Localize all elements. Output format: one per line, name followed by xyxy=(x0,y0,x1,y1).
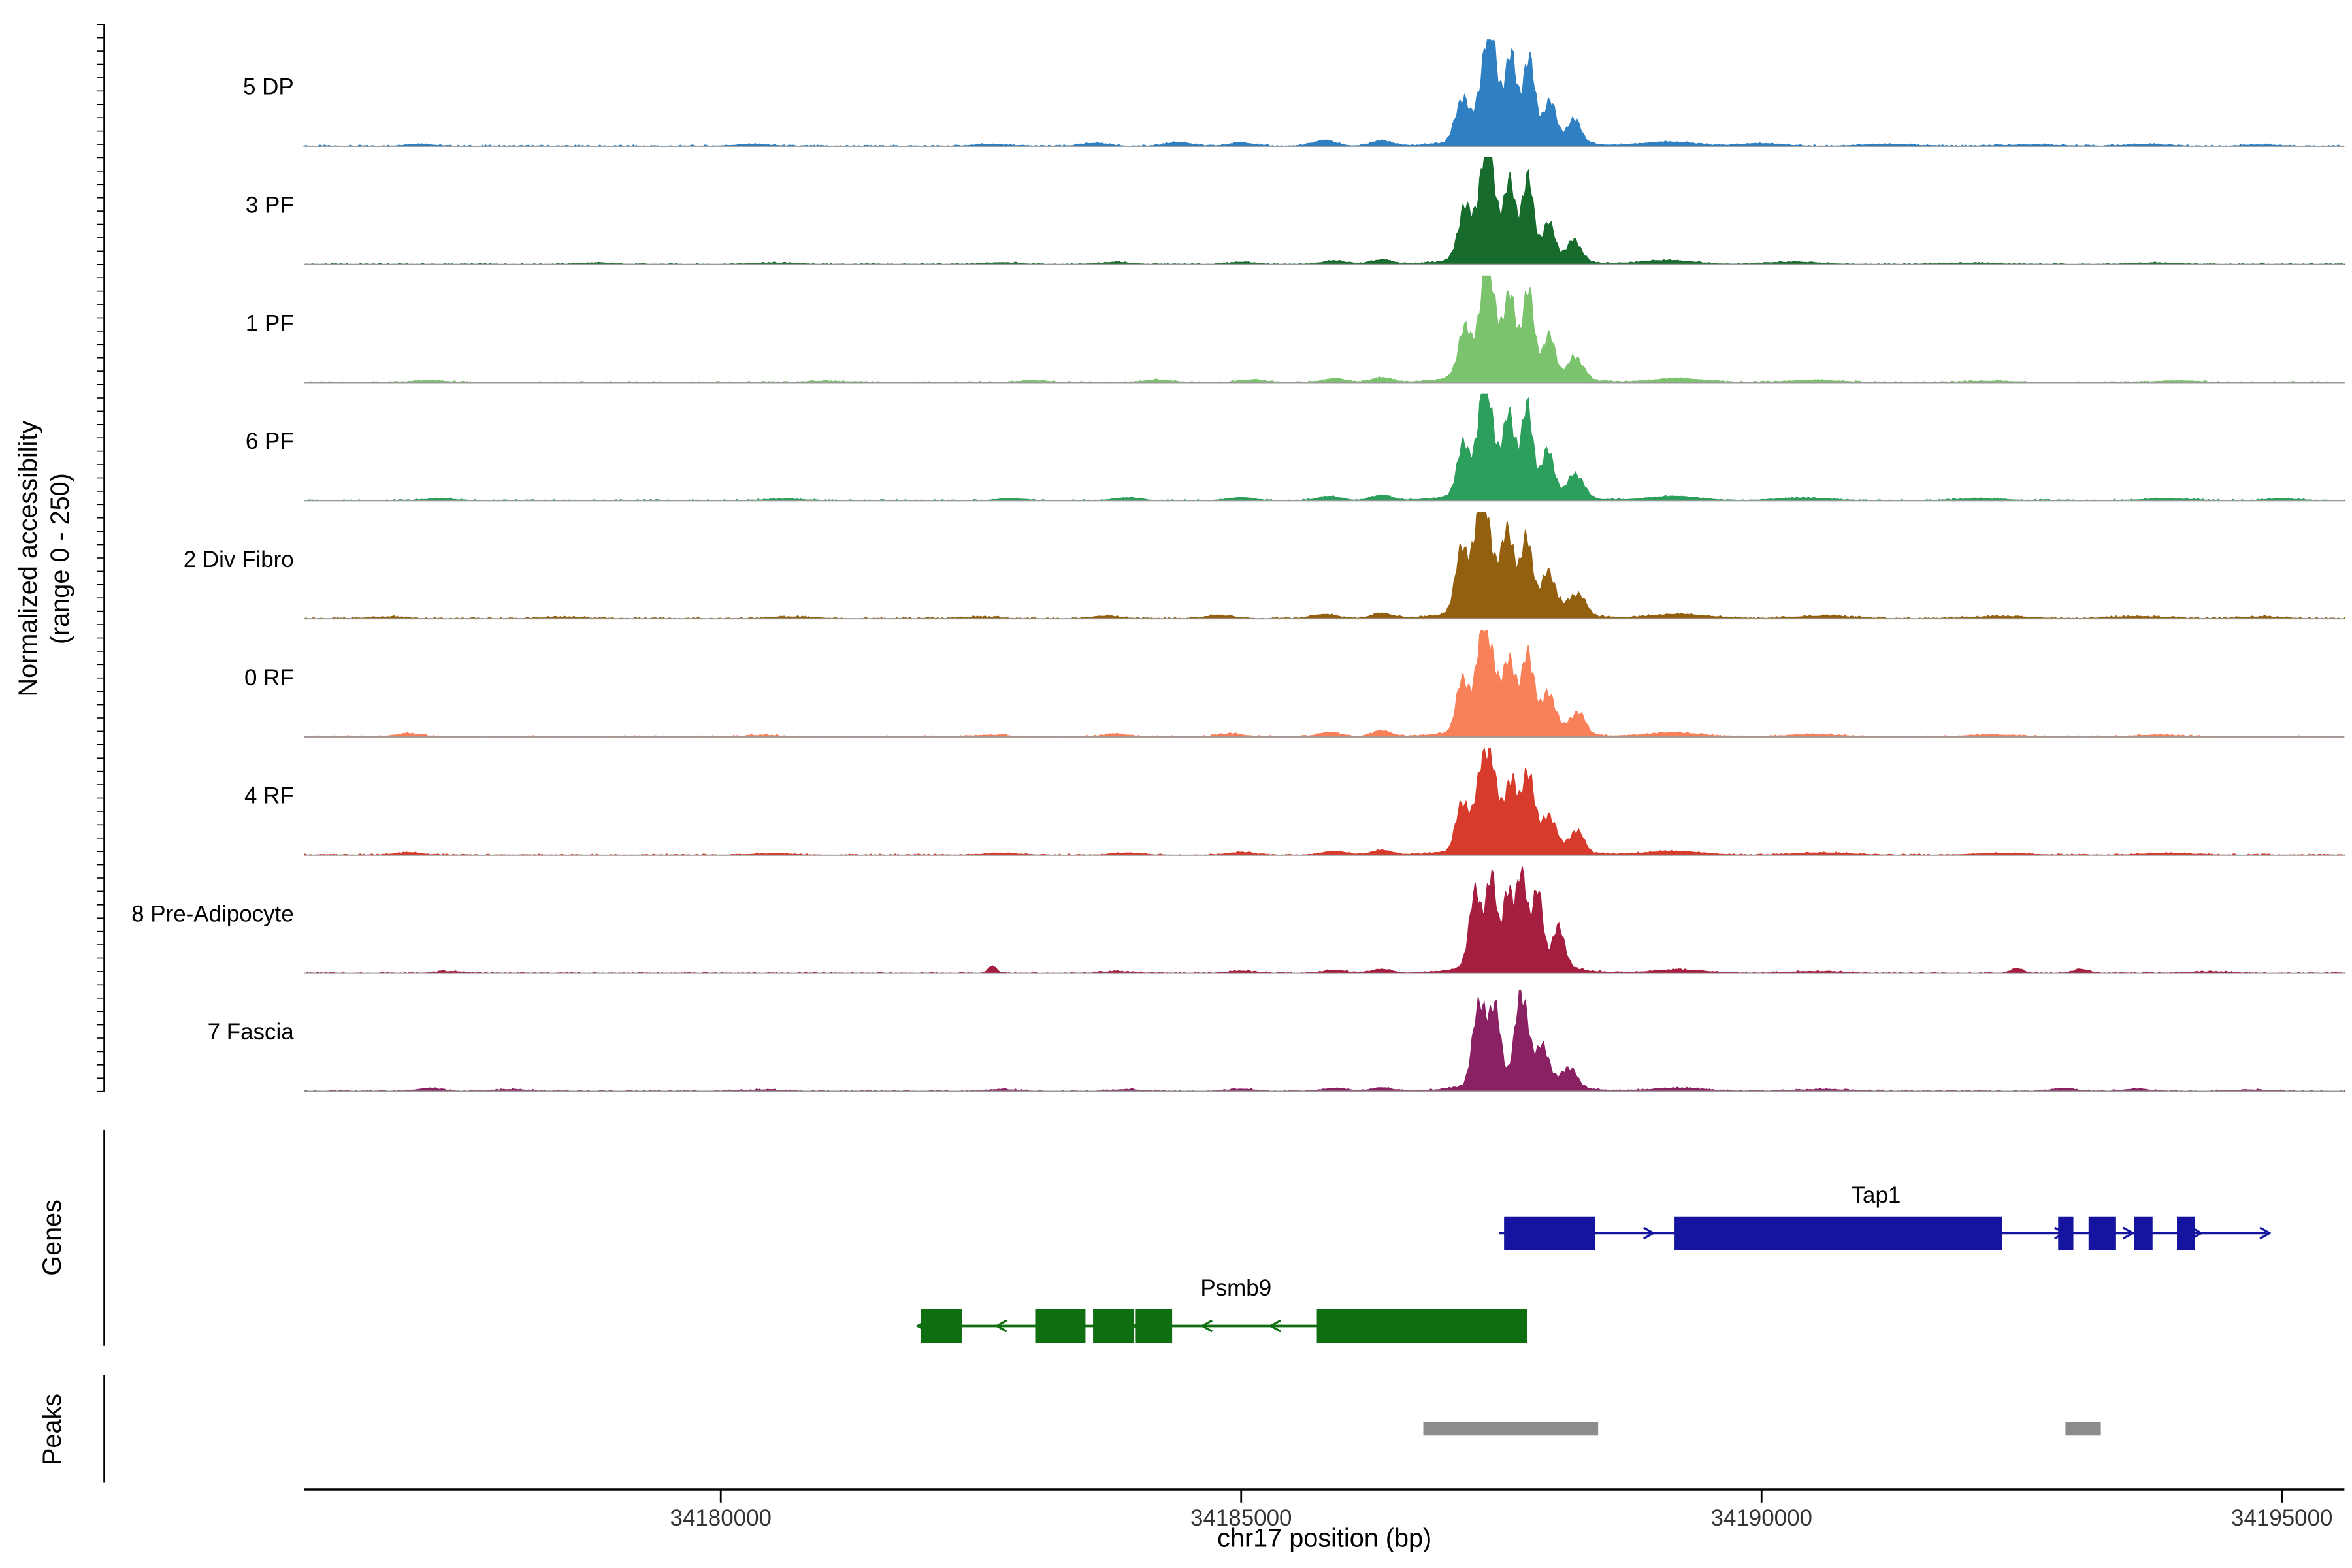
genes-section-label: Genes xyxy=(38,1200,67,1276)
coverage-track-8-pre-adipocyte: 8 Pre-Adipocyte xyxy=(131,866,2345,974)
x-axis-label: chr17 position (bp) xyxy=(1217,1524,1431,1552)
x-tick-label: 34195000 xyxy=(2231,1505,2332,1531)
x-tick-label: 34190000 xyxy=(1711,1505,1812,1531)
track-label: 7 Fascia xyxy=(208,1019,295,1045)
accessibility-axis-ticks xyxy=(96,24,105,1092)
coverage-track-1-pf: 1 PF xyxy=(246,275,2345,384)
coverage-track-3-pf: 3 PF xyxy=(246,157,2345,265)
gene-exon xyxy=(1504,1216,1596,1250)
gene-exon xyxy=(1316,1309,1527,1343)
strand-arrow-icon xyxy=(1200,1319,1213,1333)
peak-bar xyxy=(1423,1422,1599,1436)
coverage-area xyxy=(304,393,2345,502)
strand-arrow-icon xyxy=(1268,1319,1281,1333)
track-label: 3 PF xyxy=(246,193,294,218)
gene-label: Psmb9 xyxy=(1200,1275,1271,1301)
gene-exon xyxy=(2134,1216,2153,1250)
coverage-track-6-pf: 6 PF xyxy=(246,393,2345,502)
y-axis-label-line2: (range 0 - 250) xyxy=(46,473,74,644)
x-tick-label: 34185000 xyxy=(1190,1505,1292,1531)
coverage-track-2-div-fibro: 2 Div Fibro xyxy=(184,512,2345,620)
track-label: 1 PF xyxy=(246,310,294,336)
gene-exon xyxy=(921,1309,962,1343)
gene-exon xyxy=(1674,1216,2002,1250)
gene-label: Tap1 xyxy=(1852,1183,1901,1208)
gene-exon xyxy=(1093,1309,1134,1343)
gene-models: Tap1 Psmb9 xyxy=(915,1183,2272,1343)
track-label: 0 RF xyxy=(244,665,294,691)
gene-exon xyxy=(1035,1309,1086,1343)
coverage-tracks: 5 DP 3 PF 1 PF 6 PF 2 Div Fibro 0 RF 4 RF 8 Pre… xyxy=(131,39,2345,1092)
gene-exon xyxy=(2058,1216,2074,1250)
gene-psmb9: Psmb9 xyxy=(915,1275,1527,1343)
coverage-track-4-rf: 4 RF xyxy=(244,747,2345,856)
strand-arrow-icon xyxy=(2259,1226,2272,1240)
peak-bar xyxy=(2065,1422,2101,1436)
track-label: 5 DP xyxy=(243,74,294,100)
coverage-track-7-fascia: 7 Fascia xyxy=(208,990,2345,1092)
strand-arrow-icon xyxy=(994,1319,1007,1333)
peak-regions xyxy=(1423,1422,2101,1436)
gene-tap1: Tap1 xyxy=(1499,1183,2272,1250)
track-label: 8 Pre-Adipocyte xyxy=(131,901,294,926)
x-axis-ticks: 34180000 34185000 34190000 34195000 xyxy=(670,1490,2332,1531)
y-axis-label-line1: Normalized accessibility xyxy=(14,421,42,697)
x-tick-label: 34180000 xyxy=(670,1505,772,1531)
track-label: 6 PF xyxy=(246,429,294,454)
coverage-track-0-rf: 0 RF xyxy=(244,630,2345,738)
gene-exon xyxy=(1135,1309,1173,1343)
gene-exon xyxy=(2177,1216,2195,1250)
gene-exon xyxy=(2088,1216,2116,1250)
strand-arrow-icon xyxy=(1642,1226,1656,1240)
strand-arrow-icon xyxy=(2122,1226,2135,1240)
coverage-track-5-dp: 5 DP xyxy=(243,39,2345,147)
peaks-section-label: Peaks xyxy=(38,1394,67,1465)
track-label: 4 RF xyxy=(244,783,294,809)
track-label: 2 Div Fibro xyxy=(184,547,294,572)
